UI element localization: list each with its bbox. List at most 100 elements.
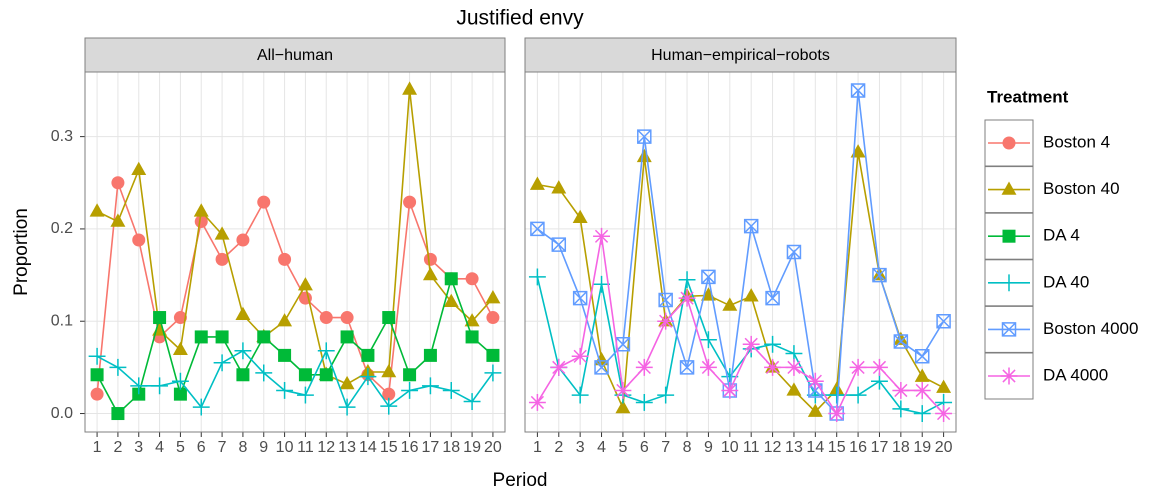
series-line (537, 152, 944, 413)
x-tick-label: 13 (338, 439, 356, 456)
point (465, 330, 479, 344)
x-tick-label: 8 (683, 439, 692, 456)
point (849, 358, 867, 376)
legend-label: Boston 40 (1043, 179, 1120, 198)
x-tick-label: 14 (359, 439, 377, 456)
legend-label: Boston 4000 (1043, 319, 1138, 338)
x-tick-label: 2 (113, 439, 122, 456)
y-axis-label: Proportion (11, 208, 32, 296)
point (151, 377, 169, 395)
point (529, 176, 545, 190)
point (192, 398, 210, 416)
point (786, 382, 802, 396)
point (828, 386, 846, 404)
point (679, 360, 695, 375)
point (635, 394, 653, 411)
series-line (96, 348, 494, 409)
x-tick-label: 19 (913, 439, 931, 456)
point (90, 368, 104, 382)
point (297, 277, 313, 291)
point (296, 386, 314, 404)
legend-label: Boston 4 (1043, 132, 1110, 151)
point (721, 382, 739, 399)
x-tick-label: 4 (155, 439, 164, 456)
point (444, 272, 458, 286)
strip-background (84, 37, 506, 73)
x-tick-label: 9 (704, 439, 713, 456)
point (936, 313, 951, 329)
series-line (536, 276, 944, 415)
point (594, 351, 610, 366)
point (571, 347, 589, 365)
point (872, 267, 887, 283)
y-tick-label: 0.0 (51, 405, 73, 422)
point (892, 400, 910, 418)
point (403, 195, 417, 209)
x-tick-label: 6 (640, 439, 649, 456)
point (443, 293, 459, 308)
point (278, 348, 292, 362)
x-tick-label: 7 (218, 439, 227, 456)
point (485, 290, 501, 304)
x-tick-label: 11 (297, 439, 314, 456)
legend-marker (1002, 229, 1016, 243)
point (236, 368, 250, 382)
point (699, 358, 717, 376)
point (807, 403, 823, 417)
point (701, 269, 716, 285)
point (550, 358, 568, 376)
point (465, 272, 479, 286)
point (132, 233, 146, 247)
point (486, 311, 500, 325)
point (109, 358, 127, 376)
point (194, 215, 208, 229)
point (637, 129, 652, 144)
legend-marker (1001, 181, 1017, 195)
point (236, 233, 250, 247)
point (361, 348, 375, 362)
point (463, 393, 481, 410)
point (913, 382, 931, 399)
point (257, 195, 271, 209)
x-tick-label: 10 (276, 439, 294, 456)
point (530, 221, 545, 237)
point (935, 405, 953, 422)
point (658, 292, 673, 308)
point (657, 386, 675, 404)
point (892, 382, 910, 399)
point (319, 368, 333, 382)
point (319, 311, 333, 325)
strip-label: All−human (257, 47, 333, 64)
point (172, 341, 188, 356)
x-tick-label: 8 (238, 439, 247, 456)
strip-label: Human−empirical−robots (651, 47, 830, 64)
legend-marker (1000, 367, 1018, 385)
point (173, 311, 187, 325)
point (257, 330, 271, 344)
point (593, 227, 610, 245)
point (764, 335, 782, 353)
point (359, 368, 377, 386)
point (571, 386, 589, 404)
point (340, 311, 354, 325)
point (806, 372, 824, 390)
x-tick-label: 6 (197, 439, 206, 456)
x-tick-label: 9 (259, 439, 268, 456)
point (423, 348, 437, 362)
legend-label: DA 4 (1043, 226, 1080, 245)
point (572, 290, 588, 306)
point (786, 244, 802, 260)
x-tick-label: 11 (743, 439, 760, 456)
x-tick-label: 10 (721, 439, 739, 456)
point (743, 218, 759, 234)
point (765, 290, 780, 306)
point (338, 398, 356, 416)
point (593, 275, 610, 293)
point (828, 405, 846, 422)
point (551, 180, 567, 194)
point (486, 348, 500, 362)
point (381, 363, 397, 378)
point (215, 330, 229, 344)
point (382, 387, 396, 401)
